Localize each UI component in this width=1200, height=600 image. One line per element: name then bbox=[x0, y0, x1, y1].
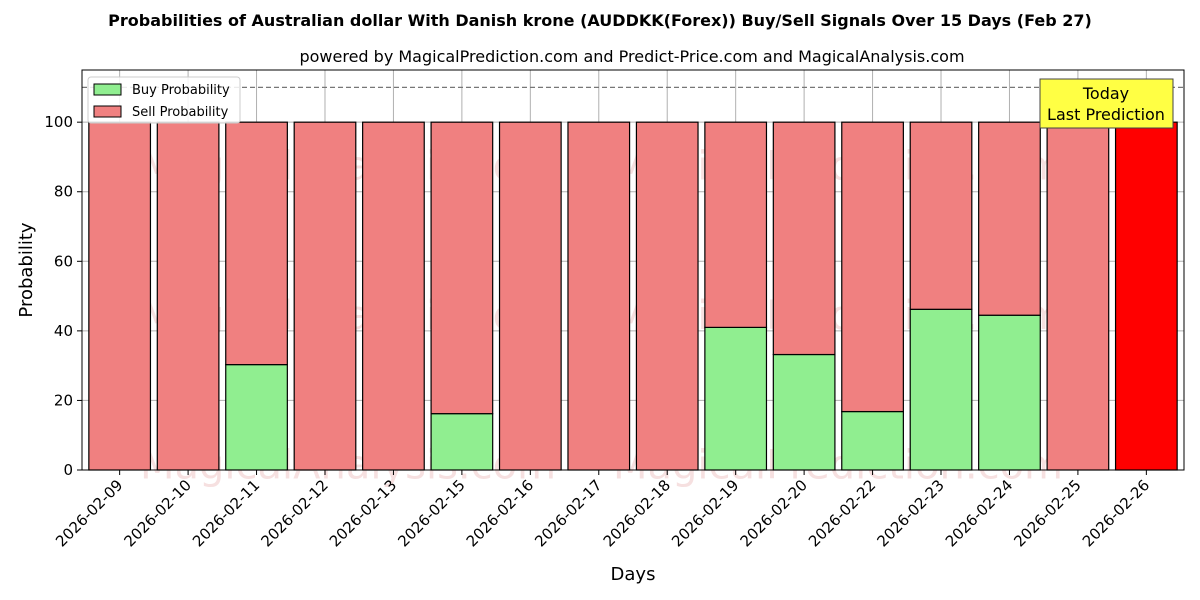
annotation-text: Today bbox=[1082, 84, 1129, 103]
today-annotation: Today Last Prediction bbox=[1039, 78, 1174, 129]
legend-label: Sell Probability bbox=[132, 105, 229, 120]
legend: Buy Probability Sell Probability bbox=[87, 76, 241, 124]
sell-bar bbox=[88, 121, 152, 471]
buy-bar bbox=[978, 314, 1041, 471]
y-tick-label: 60 bbox=[54, 252, 73, 270]
sell-bar bbox=[635, 121, 699, 471]
chart-subtitle: powered by MagicalPrediction.com and Pre… bbox=[299, 47, 964, 66]
sell-bar bbox=[978, 121, 1041, 316]
legend-box bbox=[87, 76, 241, 124]
buy-bar bbox=[909, 308, 973, 471]
sell-bar bbox=[293, 121, 357, 471]
y-tick-label: 80 bbox=[54, 183, 73, 201]
sell-bar bbox=[1114, 121, 1178, 471]
sell-bar bbox=[704, 121, 768, 328]
sell-bar bbox=[567, 121, 631, 471]
y-tick-label: 100 bbox=[44, 113, 73, 131]
y-axis: 0 20 40 60 80 100 bbox=[44, 113, 82, 479]
sell-bar bbox=[362, 121, 425, 471]
buy-bar bbox=[841, 410, 904, 471]
legend-swatch bbox=[93, 83, 122, 96]
sell-bar bbox=[498, 121, 562, 471]
y-tick-label: 0 bbox=[63, 461, 73, 479]
sell-bar bbox=[156, 121, 220, 471]
plot-frame bbox=[81, 69, 1185, 471]
annotation-box bbox=[1039, 78, 1174, 129]
annotation-text: Last Prediction bbox=[1047, 105, 1165, 124]
y-tick-label: 40 bbox=[54, 322, 73, 340]
y-tick-label: 20 bbox=[54, 391, 73, 409]
buy-bar bbox=[704, 326, 768, 471]
chart-title: Probabilities of Australian dollar With … bbox=[108, 11, 1092, 30]
sell-bar bbox=[909, 121, 973, 310]
buy-bar bbox=[430, 413, 494, 471]
y-axis-label: Probability bbox=[16, 222, 37, 317]
sell-bar bbox=[430, 121, 494, 415]
sell-bar bbox=[772, 121, 836, 356]
sell-bar bbox=[841, 121, 904, 413]
legend-swatch bbox=[93, 105, 122, 118]
legend-label: Buy Probability bbox=[132, 83, 230, 98]
x-axis-label: Days bbox=[611, 564, 656, 585]
buy-bar bbox=[772, 353, 836, 471]
buy-bar bbox=[225, 364, 288, 471]
sell-bar bbox=[225, 121, 288, 366]
sell-bar bbox=[1046, 121, 1110, 471]
